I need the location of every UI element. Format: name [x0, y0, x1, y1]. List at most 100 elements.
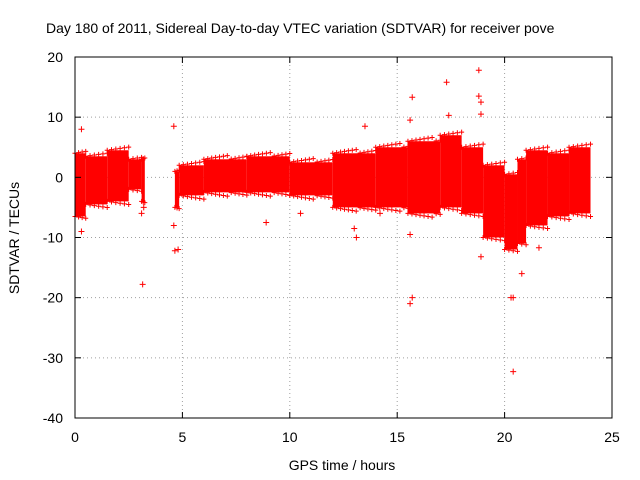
edge-point-marker: [240, 192, 246, 198]
edge-point-marker: [176, 206, 182, 212]
outlier-point-marker: [510, 294, 517, 301]
edge-point-marker: [83, 153, 89, 159]
edge-point-marker: [570, 144, 576, 150]
data-band: [526, 150, 548, 226]
axis-ticks: 0 5 10 15 20 25 -40 -30 -20 -10 0 10 20: [43, 49, 620, 445]
edge-point-marker: [341, 206, 347, 212]
edge-point-marker: [299, 194, 305, 200]
edge-point-marker: [480, 235, 486, 240]
edge-point-marker: [76, 150, 82, 156]
edge-point-marker: [184, 194, 190, 200]
edge-point-marker: [527, 223, 533, 229]
edge-point-marker: [413, 137, 419, 143]
outlier-point-marker: [78, 126, 85, 133]
edge-point-marker: [306, 195, 312, 201]
edge-point-marker: [96, 203, 102, 209]
edge-point-marker: [566, 217, 572, 223]
data-band: [107, 150, 129, 202]
chart-title: Day 180 of 2011, Sidereal Day-to-day VTE…: [46, 20, 555, 36]
outlier-point-marker: [477, 111, 484, 118]
edge-point-marker: [566, 144, 572, 150]
edge-point-marker: [514, 248, 520, 254]
edge-point-marker: [109, 147, 115, 153]
edge-point-marker: [409, 138, 415, 144]
data-band: [483, 165, 505, 238]
edge-point-marker: [497, 160, 503, 166]
edge-point-marker: [345, 148, 351, 154]
outlier-point-marker: [445, 112, 452, 119]
edge-point-marker: [397, 208, 403, 214]
y-tick-label: -40: [43, 410, 63, 426]
edge-point-marker: [397, 141, 403, 147]
edge-point-marker: [437, 132, 443, 138]
edge-point-marker: [532, 224, 538, 230]
edge-point-marker: [205, 190, 211, 196]
outlier-point-marker: [297, 210, 304, 217]
edge-point-marker: [76, 214, 82, 220]
edge-point-marker: [429, 135, 435, 141]
edge-point-marker: [393, 207, 399, 213]
edge-point-marker: [377, 144, 383, 150]
edge-point-marker: [263, 150, 269, 156]
edge-point-marker: [259, 192, 265, 198]
edge-point-marker: [480, 141, 486, 147]
data-band: [461, 147, 484, 214]
data-band: [440, 135, 462, 208]
outlier-point-marker: [263, 219, 270, 226]
edge-point-marker: [287, 151, 293, 157]
edge-point-marker: [409, 211, 415, 217]
outlier-point-marker: [351, 225, 358, 232]
edge-point-marker: [472, 142, 478, 148]
edge-point-marker: [87, 202, 93, 208]
edge-point-marker: [523, 147, 529, 153]
data-band: [85, 156, 108, 205]
y-tick-label: -10: [43, 230, 63, 246]
edge-point-marker: [437, 204, 443, 210]
edge-point-marker: [450, 130, 456, 136]
edge-point-marker: [205, 156, 211, 162]
edge-point-marker: [134, 155, 140, 161]
edge-point-marker: [189, 194, 195, 200]
edge-point-marker: [180, 162, 186, 168]
edge-point-marker: [96, 151, 102, 157]
edge-point-marker: [405, 138, 411, 144]
edge-point-marker: [417, 136, 423, 142]
edge-point-marker: [126, 201, 132, 207]
edge-point-marker: [536, 224, 542, 230]
edge-point-marker: [217, 192, 223, 198]
edge-point-marker: [417, 212, 423, 218]
edge-point-marker: [213, 191, 219, 197]
edge-point-marker: [318, 158, 324, 164]
edge-point-marker: [256, 151, 262, 157]
edge-point-marker: [441, 132, 447, 138]
edge-point-marker: [104, 198, 110, 204]
edge-point-marker: [545, 226, 551, 232]
edge-point-marker: [176, 162, 182, 168]
edge-point-marker: [353, 147, 359, 153]
outlier-point-marker: [78, 228, 85, 235]
edge-point-marker: [425, 214, 431, 220]
edge-point-marker: [100, 204, 106, 210]
edge-point-marker: [361, 149, 367, 155]
edge-point-marker: [322, 158, 328, 164]
data-band: [407, 141, 441, 214]
edge-point-marker: [349, 207, 355, 213]
edge-point-marker: [279, 152, 285, 158]
outlier-point-marker: [477, 253, 484, 260]
edge-point-marker: [209, 191, 215, 197]
edge-point-marker: [502, 171, 508, 177]
edge-point-marker: [454, 207, 460, 213]
edge-point-marker: [506, 247, 512, 253]
edge-point-marker: [306, 156, 312, 162]
edge-point-marker: [493, 236, 499, 242]
edge-point-marker: [523, 222, 529, 228]
outlier-point-marker: [443, 79, 450, 86]
edge-point-marker: [553, 215, 559, 221]
data-band: [375, 147, 408, 208]
edge-point-marker: [193, 160, 199, 166]
edge-point-marker: [459, 210, 465, 216]
edge-point-marker: [437, 211, 443, 217]
edge-point-marker: [287, 159, 293, 165]
edge-point-marker: [566, 210, 572, 216]
